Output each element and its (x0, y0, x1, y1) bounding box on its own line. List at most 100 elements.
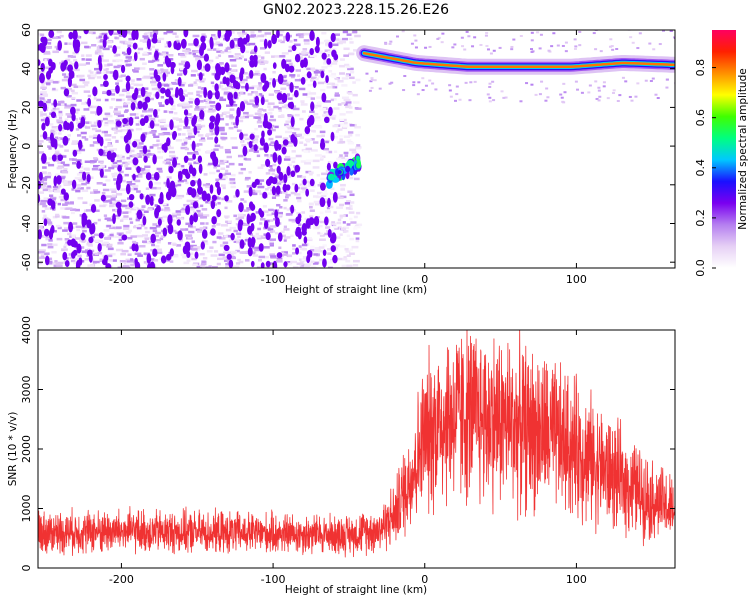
spectrogram-tone-halo-pixel (485, 31, 489, 34)
spectrogram-noise-pixel (87, 244, 93, 247)
spectrogram-noise-blob (165, 253, 172, 261)
spectrogram-tone-halo-pixel (448, 89, 452, 92)
spectrogram-noise-pixel (176, 165, 181, 168)
spectrogram-noise-blob (186, 250, 191, 258)
spectrogram-noise-pixel (133, 70, 139, 73)
spectrogram-noise-pixel (88, 69, 92, 73)
spectrogram-noise-pixel (184, 52, 188, 55)
spectrogram-x-tick-label: 100 (566, 273, 587, 286)
spectrogram-noise-blob (145, 172, 152, 181)
spectrogram-noise-blob (223, 244, 230, 252)
spectrogram-tone-halo-pixel (545, 87, 549, 90)
spectrogram-noise-pixel (81, 102, 87, 105)
spectrogram-noise-pixel (209, 171, 216, 175)
spectrogram-noise-pixel (94, 252, 99, 256)
spectrogram-noise-pixel (327, 252, 332, 255)
spectrogram-noise-pixel (236, 240, 240, 244)
spectrogram-tone-halo-pixel (491, 80, 495, 83)
spectrogram-noise-blob (142, 145, 148, 155)
spectrogram-noise-pixel (68, 61, 73, 64)
spectrogram-noise-pixel (231, 64, 237, 68)
spectrogram-noise-pixel (39, 151, 44, 154)
spectrogram-noise-pixel (336, 221, 342, 225)
spectrogram-noise-pixel (46, 262, 53, 265)
spectrogram-noise-pixel (159, 208, 164, 212)
spectrogram-noise-blob (117, 206, 122, 217)
spectrogram-noise-blob (144, 96, 151, 103)
spectrogram-noise-pixel (255, 60, 261, 64)
spectrogram-noise-pixel (314, 154, 322, 157)
spectrogram-noise-pixel (308, 171, 314, 174)
spectrogram-noise-pixel (142, 40, 148, 43)
spectrogram-noise-pixel (186, 199, 193, 203)
spectrogram-noise-pixel (168, 146, 174, 150)
spectrogram-noise-pixel (287, 126, 291, 130)
spectrogram-noise-pixel (118, 93, 125, 97)
spectrogram-noise-pixel (251, 140, 255, 143)
spectrogram-noise-pixel (336, 157, 342, 161)
spectrogram-tone-halo-pixel (458, 98, 462, 101)
spectrogram-noise-pixel (160, 70, 168, 74)
spectrogram-noise-pixel (161, 52, 167, 55)
spectrogram-noise-pixel (207, 137, 214, 140)
spectrogram-noise-pixel (355, 223, 363, 227)
spectrogram-noise-pixel (63, 221, 70, 225)
spectrogram-tone-halo-pixel (648, 42, 652, 45)
snr-x-tick-label: 0 (421, 573, 428, 586)
spectrogram-noise-pixel (346, 254, 351, 258)
spectrogram-noise-pixel (69, 158, 75, 161)
spectrogram-noise-pixel (256, 246, 261, 250)
spectrogram-noise-pixel (292, 247, 296, 251)
spectrogram-noise-blob (295, 247, 300, 255)
spectrogram-noise-blob (137, 100, 143, 110)
spectrogram-noise-pixel (307, 83, 314, 87)
spectrogram-noise-pixel (57, 202, 62, 206)
spectrogram-noise-blob (210, 199, 216, 210)
spectrogram-noise-pixel (188, 101, 193, 104)
spectrogram-noise-pixel (99, 54, 104, 57)
spectrogram-noise-pixel (219, 146, 224, 149)
spectrogram-noise-pixel (123, 224, 130, 228)
spectrogram-noise-pixel (300, 103, 308, 106)
spectrogram-noise-blob (143, 155, 148, 163)
spectrogram-noise-pixel (256, 120, 262, 124)
snr-frame (37, 329, 676, 569)
spectrogram-noise-pixel (219, 81, 226, 84)
snr-plot-area (38, 330, 675, 558)
spectrogram-noise-pixel (85, 58, 92, 61)
spectrogram-noise-pixel (221, 87, 228, 91)
spectrogram-noise-pixel (278, 39, 282, 43)
spectrogram-noise-pixel (193, 180, 199, 183)
spectrogram-tone-halo-pixel (414, 39, 418, 42)
spectrogram-noise-pixel (340, 183, 346, 187)
spectrogram-noise-blob (128, 193, 135, 201)
spectrogram-noise-blob (53, 99, 58, 108)
spectrogram-noise-pixel (81, 136, 87, 139)
spectrogram-noise-pixel (76, 134, 82, 137)
spectrogram-noise-blob (167, 223, 174, 235)
spectrogram-noise-pixel (90, 235, 95, 239)
spectrogram-noise-blob (225, 30, 230, 36)
spectrogram-noise-pixel (291, 160, 296, 164)
spectrogram-noise-pixel (246, 114, 254, 117)
spectrogram-tone-halo-pixel (578, 30, 582, 33)
spectrogram-noise-pixel (162, 68, 169, 72)
spectrogram-noise-pixel (112, 59, 120, 63)
spectrogram-tone-halo-pixel (451, 46, 455, 49)
spectrogram-noise-pixel (149, 68, 155, 71)
spectrogram-noise-pixel (41, 171, 47, 174)
spectrogram-tone-halo-pixel (463, 48, 467, 51)
spectrogram-noise-blob (249, 133, 255, 140)
spectrogram-noise-pixel (353, 177, 360, 181)
spectrogram-tone-halo-pixel (389, 40, 393, 43)
spectrogram-noise-pixel (335, 130, 339, 133)
spectrogram-noise-pixel (211, 225, 216, 228)
spectrogram-noise-pixel (115, 59, 123, 62)
spectrogram-noise-pixel (172, 243, 177, 246)
spectrogram-noise-pixel (88, 76, 95, 80)
spectrogram-noise-blob (121, 30, 128, 38)
spectrogram-noise-pixel (281, 114, 285, 117)
spectrogram-noise-pixel (147, 114, 152, 118)
spectrogram-noise-pixel (189, 208, 195, 211)
